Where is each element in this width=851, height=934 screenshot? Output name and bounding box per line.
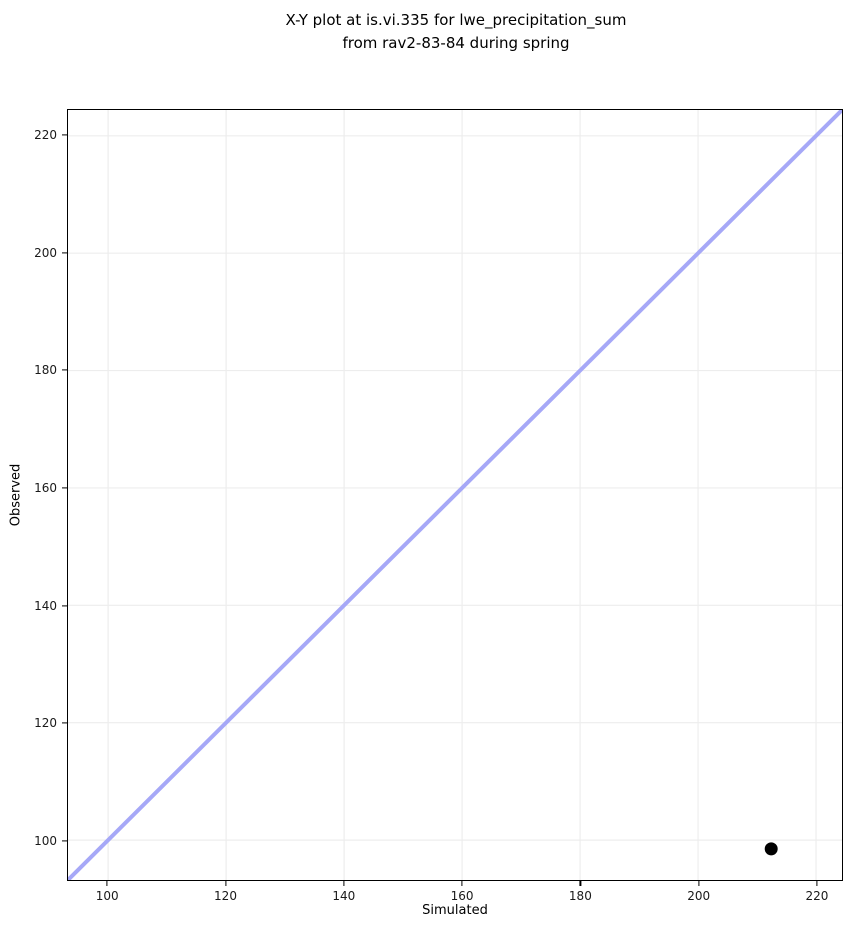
y-axis-label: Observed (8, 463, 24, 527)
x-tick-mark (461, 881, 463, 886)
y-tick-label: 220 (34, 127, 57, 142)
x-tick-mark (579, 881, 581, 886)
x-tick-label: 100 (95, 889, 119, 903)
y-tick-label: 160 (34, 480, 57, 495)
x-tick-mark (816, 881, 818, 886)
y-tick-label: 180 (34, 363, 57, 378)
y-tick-mark (62, 840, 67, 842)
chart-title-line2: from rav2-83-84 during spring (342, 34, 570, 52)
y-tick-mark (62, 251, 67, 254)
chart-title-line1: X-Y plot at is.vi.335 for lwe_precipitat… (285, 11, 627, 29)
x-tick-label: 180 (568, 889, 592, 903)
y-tick-mark (62, 605, 67, 607)
plot-canvas (68, 110, 842, 880)
y-tick-label: 100 (34, 833, 57, 848)
y-tick-mark (62, 487, 67, 489)
data-point (764, 842, 778, 856)
x-tick-label: 220 (805, 889, 829, 903)
y-tick-mark (62, 369, 67, 371)
y-tick-mark (62, 722, 67, 724)
x-tick-label: 160 (450, 889, 474, 903)
plot-area (67, 109, 843, 881)
x-tick-mark (106, 881, 108, 886)
y-tick-label: 140 (34, 598, 57, 613)
x-tick-label: 200 (687, 889, 711, 903)
x-tick-mark (343, 881, 345, 886)
identity-line (68, 110, 842, 880)
y-tick-label: 200 (34, 245, 57, 260)
x-axis-label: Simulated (422, 903, 488, 918)
x-tick-mark (224, 881, 227, 886)
chart-title: X-Y plot at is.vi.335 for lwe_precipitat… (68, 9, 844, 55)
y-tick-mark (62, 134, 67, 136)
x-tick-mark (698, 881, 700, 886)
y-tick-label: 120 (34, 716, 57, 731)
x-tick-label: 120 (214, 889, 237, 903)
x-tick-label: 140 (332, 889, 356, 903)
